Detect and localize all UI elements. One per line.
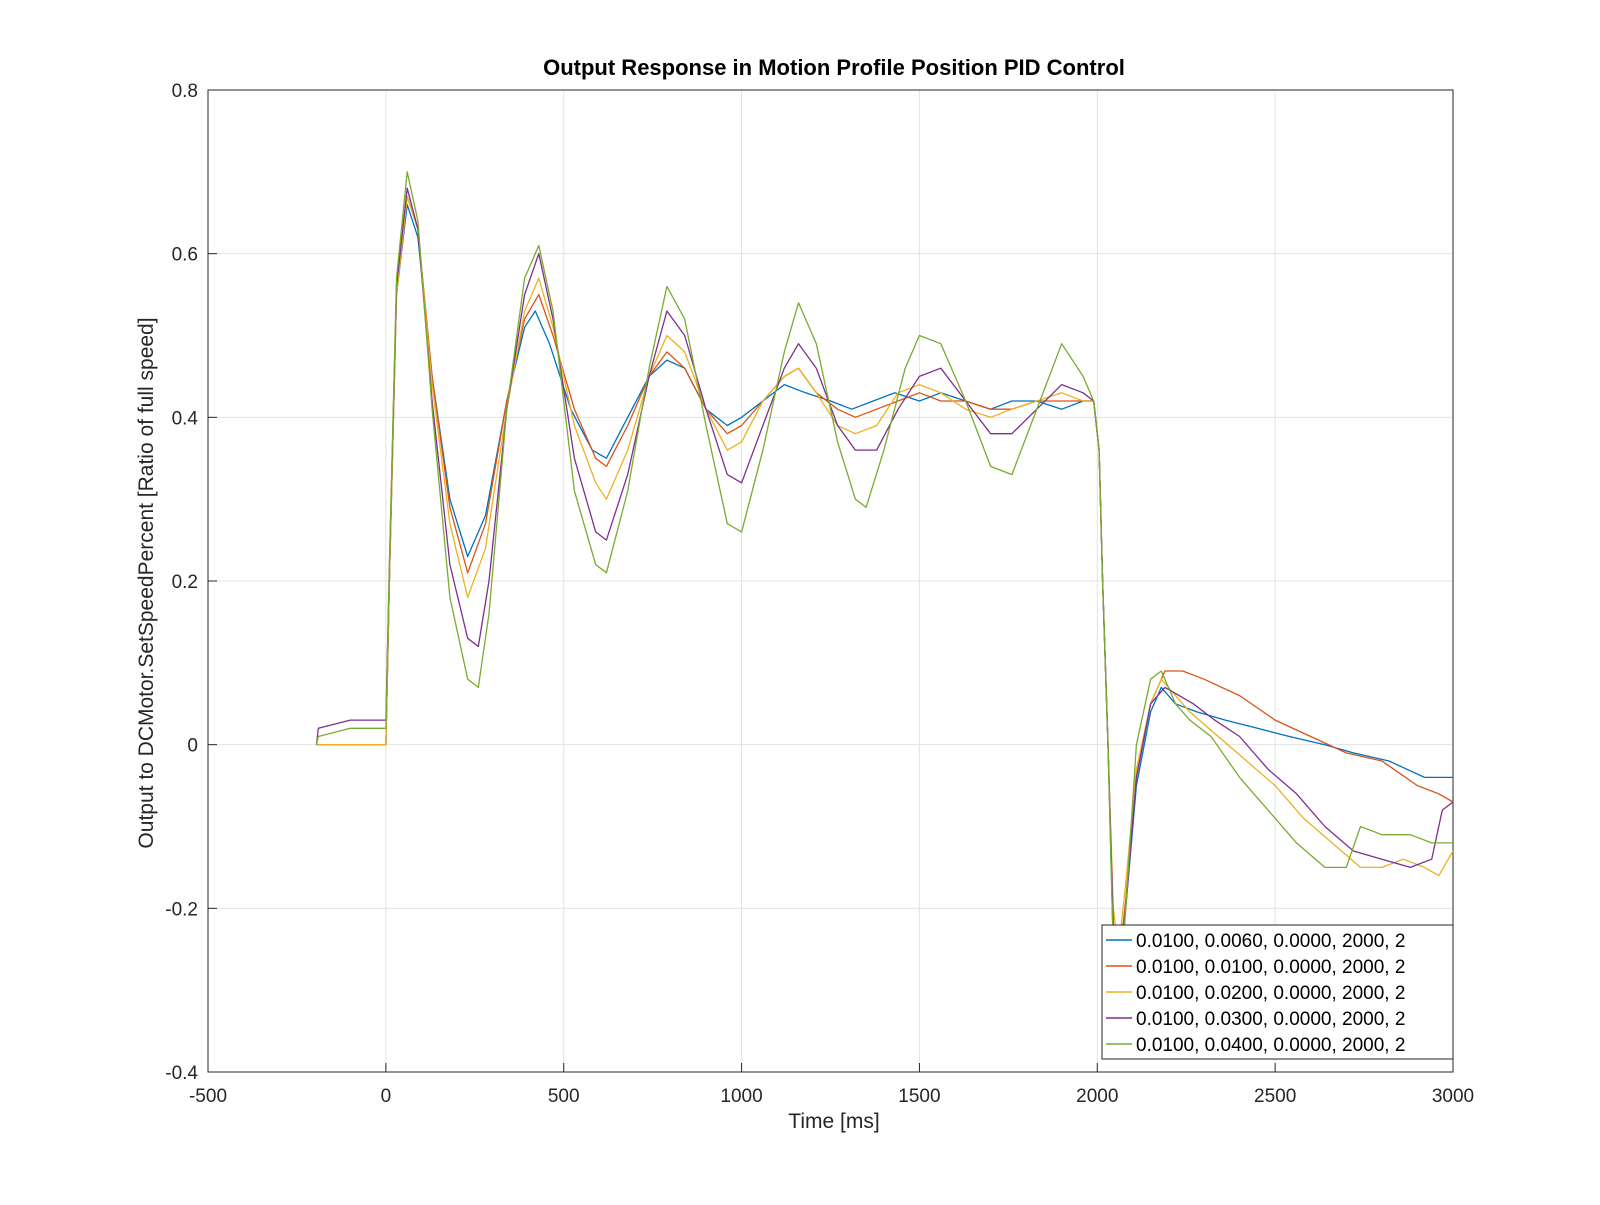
- legend: 0.0100, 0.0060, 0.0000, 2000, 2 0.0100, 0…: [1101, 924, 1454, 1060]
- y-tick-label: -0.2: [165, 899, 198, 920]
- y-tick-label: 0.4: [172, 408, 199, 429]
- axis-ticks: -500 0 500 1000 1500 2000 2500 3000 -0.4 -0.2 0 0.2…: [165, 81, 1474, 1107]
- y-tick-label: 0.2: [172, 572, 198, 593]
- legend-entry-label: 0.0100, 0.0100, 0.0000, 2000, 2: [1136, 957, 1405, 978]
- series-line-5: [315, 171, 1453, 1016]
- x-tick-label: 0: [381, 1086, 392, 1107]
- series-line-3: [316, 195, 1454, 950]
- x-tick-label: -500: [189, 1086, 227, 1107]
- legend-box: [1101, 924, 1454, 1060]
- y-tick-label: -0.4: [165, 1063, 198, 1084]
- series-line-4: [315, 187, 1454, 991]
- legend-entry-label: 0.0100, 0.0200, 0.0000, 2000, 2: [1136, 983, 1405, 1004]
- series-lines: [315, 171, 1454, 1016]
- x-tick-label: 2000: [1076, 1086, 1118, 1107]
- x-tick-label: 2500: [1254, 1086, 1296, 1107]
- x-axis-label: Time [ms]: [788, 1110, 879, 1133]
- legend-entry-label: 0.0100, 0.0400, 0.0000, 2000, 2: [1136, 1035, 1405, 1056]
- legend-entry-label: 0.0100, 0.0300, 0.0000, 2000, 2: [1136, 1009, 1405, 1030]
- y-axis-label: Output to DCMotor.SetSpeedPercent [Ratio…: [135, 317, 158, 848]
- chart-title: Output Response in Motion Profile Positi…: [543, 55, 1125, 80]
- y-tick-label: 0.8: [172, 81, 198, 102]
- x-tick-label: 1500: [898, 1086, 940, 1107]
- y-tick-label: 0: [187, 736, 198, 757]
- x-tick-label: 3000: [1432, 1086, 1474, 1107]
- y-tick-label: 0.6: [172, 245, 198, 266]
- legend-entry-label: 0.0100, 0.0060, 0.0000, 2000, 2: [1136, 931, 1405, 952]
- series-line-2: [316, 195, 1454, 967]
- x-tick-label: 1000: [720, 1086, 762, 1107]
- x-tick-label: 500: [548, 1086, 580, 1107]
